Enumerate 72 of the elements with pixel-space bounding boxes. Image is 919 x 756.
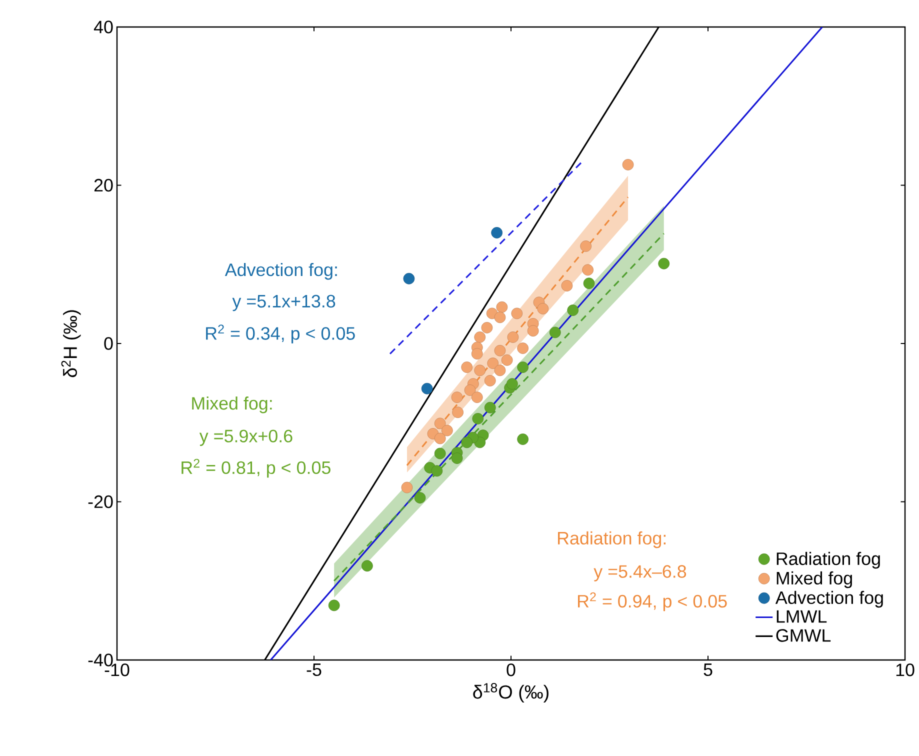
- point: [494, 364, 506, 376]
- annotation: Radiation fog:: [558, 531, 666, 548]
- point: [461, 436, 473, 448]
- point: [658, 258, 670, 270]
- legend-label: LMWL: [776, 610, 827, 623]
- legend-label: Mixed fog: [776, 571, 852, 588]
- point: [537, 303, 549, 314]
- annotation: R$^{2}$ = 0.34, p < 0.05: [206, 324, 355, 344]
- point: [494, 344, 506, 356]
- point: [484, 375, 496, 386]
- point: [494, 312, 506, 324]
- point: [431, 465, 443, 477]
- point: [474, 364, 486, 376]
- x-axis-title: δ$^{18}$O (‰): [473, 683, 548, 702]
- point: [434, 418, 446, 430]
- point: [487, 358, 499, 369]
- x-tick-label: 10: [896, 664, 914, 676]
- point: [517, 434, 529, 445]
- point: [442, 424, 453, 436]
- point: [583, 278, 595, 290]
- point: [622, 159, 634, 170]
- point: [403, 272, 415, 284]
- y-tick-label: 40: [94, 20, 113, 34]
- point: [474, 331, 486, 343]
- x-tick-label: 0: [506, 664, 516, 676]
- point: [561, 280, 573, 292]
- point: [481, 322, 493, 334]
- x-tick-label: 5: [704, 664, 712, 676]
- point: [452, 406, 464, 418]
- y-axis-title: δ$^{2}$H (‰): [61, 310, 81, 378]
- x-tick-label: -5: [306, 664, 322, 676]
- annotation: R$^{2}$ = 0.94, p < 0.05: [578, 592, 727, 612]
- point: [362, 560, 373, 572]
- y-tick-label: 0: [104, 337, 113, 350]
- y-tick-label: 20: [94, 178, 113, 192]
- point: [496, 301, 508, 313]
- annotation: Advection fog:: [224, 262, 337, 280]
- point: [511, 308, 523, 320]
- point: [582, 264, 594, 276]
- point: [517, 342, 529, 354]
- annotation: y =5.9x+0.6: [199, 430, 292, 446]
- point: [471, 348, 483, 360]
- point: [491, 227, 502, 238]
- point: [414, 492, 426, 504]
- point: [328, 600, 340, 612]
- point: [506, 378, 518, 390]
- point: [421, 382, 433, 394]
- point: [507, 331, 519, 343]
- annotation: y =5.1x+13.8: [232, 294, 336, 312]
- point: [434, 448, 446, 460]
- point: [501, 354, 513, 366]
- y-tick-label: -20: [88, 495, 113, 508]
- point: [461, 362, 473, 373]
- legend-label: GMWL: [776, 629, 831, 642]
- point: [484, 402, 496, 414]
- annotation: R$^{2}$ = 0.81, p < 0.05: [182, 458, 330, 478]
- point: [527, 325, 539, 337]
- point: [401, 482, 413, 494]
- legend-label: Advection fog: [775, 590, 883, 608]
- point: [472, 412, 484, 424]
- point: [567, 304, 579, 316]
- point: [471, 392, 483, 403]
- annotation: y =5.4x–6.8: [594, 565, 686, 582]
- annotation: Mixed fog:: [192, 396, 272, 414]
- point: [451, 452, 463, 464]
- point: [549, 326, 561, 338]
- point: [464, 384, 476, 396]
- legend-label: Radiation fog: [776, 552, 880, 569]
- point: [434, 432, 446, 444]
- point: [451, 392, 463, 403]
- point: [517, 362, 529, 373]
- point: [580, 240, 592, 252]
